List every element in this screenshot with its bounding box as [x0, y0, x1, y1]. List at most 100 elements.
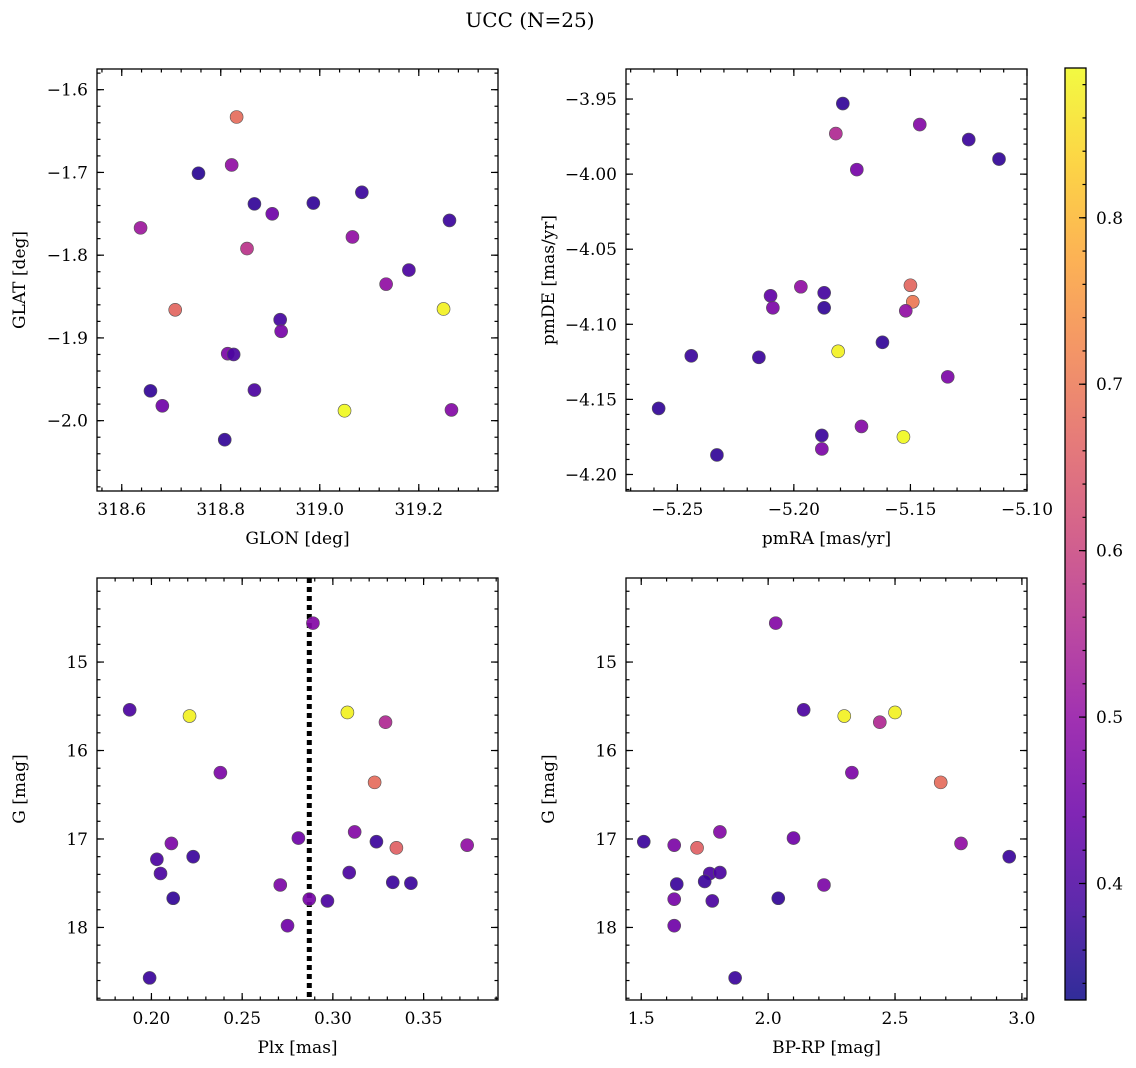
- scatter-point: [933, 775, 948, 790]
- scatter-point: [651, 401, 666, 416]
- y-tick-label: −2.0: [47, 412, 88, 432]
- scatter-point: [240, 241, 254, 256]
- scatter-point: [713, 825, 727, 839]
- plot-frame: [96, 577, 499, 1001]
- scatter-point: [436, 302, 451, 316]
- scatter-point: [166, 891, 181, 906]
- scatter-point: [229, 110, 244, 124]
- x-tick-label: 2.0: [755, 1009, 782, 1029]
- scatter-point: [912, 117, 927, 132]
- scatter-point: [444, 403, 459, 417]
- x-axis-label: Plx [mas]: [257, 1038, 337, 1058]
- scatter-point: [247, 383, 262, 397]
- scatter-point: [817, 300, 831, 315]
- scatter-point: [155, 398, 170, 413]
- y-tick-label: 17: [66, 830, 88, 850]
- scatter-point: [763, 288, 778, 303]
- scatter-point: [186, 849, 200, 864]
- x-tick-label: 3.0: [1008, 1009, 1035, 1029]
- scatter-point: [667, 838, 682, 852]
- scatter-point: [153, 866, 168, 881]
- scatter-point: [133, 221, 148, 235]
- scatter-point: [836, 96, 850, 111]
- x-tick-label: 0.20: [133, 1009, 171, 1029]
- scatter-point: [684, 349, 699, 363]
- y-tick-label: −1.8: [47, 246, 88, 266]
- scatter-point: [690, 841, 704, 855]
- scatter-point: [342, 865, 357, 880]
- scatter-point: [404, 876, 418, 891]
- scatter-point: [705, 894, 720, 908]
- figure-title: UCC (N=25): [465, 8, 594, 32]
- scatter-point: [898, 303, 913, 318]
- scatter-point: [768, 616, 783, 630]
- x-tick-label: 319.2: [394, 500, 443, 520]
- colorbar-tick-label: 0.4: [1096, 875, 1123, 895]
- scatter-point: [766, 300, 780, 315]
- scatter-point: [224, 158, 239, 172]
- scatter-point: [122, 703, 137, 717]
- scatter-point: [752, 350, 766, 365]
- x-tick-label: 0.35: [405, 1009, 443, 1029]
- scatter-point: [713, 865, 727, 880]
- scatter-point: [710, 448, 724, 462]
- scatter-point: [905, 294, 920, 309]
- scatter-point: [794, 279, 808, 294]
- scatter-point: [265, 207, 280, 221]
- scatter-point: [940, 370, 955, 384]
- scatter-point: [872, 715, 887, 730]
- scatter-point: [347, 825, 362, 839]
- colorbar-gradient: [1064, 67, 1087, 1001]
- scatter-point: [182, 709, 197, 723]
- scatter-point: [817, 878, 831, 892]
- y-axis-label: G [mag]: [539, 754, 559, 823]
- scatter-point: [213, 765, 228, 780]
- x-axis-label: BP-RP [mag]: [772, 1038, 881, 1058]
- scatter-point: [815, 442, 829, 456]
- x-tick-label: 1.5: [628, 1009, 655, 1029]
- x-tick-label: −5.10: [1001, 500, 1053, 520]
- scatter-point: [379, 277, 393, 291]
- scatter-point: [355, 185, 369, 200]
- scatter-point: [367, 775, 382, 790]
- colorbar: 0.4 0.5 0.6 0.7 0.8: [1064, 67, 1123, 1001]
- scatter-point: [831, 344, 845, 359]
- scatter-point: [273, 878, 288, 892]
- scatter-point: [385, 875, 400, 890]
- y-tick-label: −1.6: [47, 81, 88, 101]
- scatter-point: [667, 892, 682, 906]
- scatter-panel-1: 318.6 318.8 319.0 319.2 −1.6 −1.7 −1.8 −1.9 −2.0…: [10, 68, 499, 549]
- scatter-point: [150, 852, 164, 867]
- scatter-point: [954, 836, 968, 851]
- scatter-point: [961, 132, 976, 147]
- scatter-point: [191, 166, 206, 181]
- scatter-point: [340, 705, 355, 720]
- scatter-point: [992, 152, 1006, 166]
- plot-frame: [625, 577, 1028, 1001]
- y-tick-label: −4.00: [565, 165, 617, 185]
- scatter-point: [845, 765, 859, 780]
- scatter-point: [302, 892, 317, 906]
- scatter-point: [815, 428, 829, 443]
- scatter-point: [728, 971, 742, 985]
- scatter-point: [345, 230, 360, 244]
- plot-frame: [625, 68, 1028, 492]
- y-tick-label: 17: [595, 830, 617, 850]
- y-tick-label: 18: [595, 918, 617, 938]
- scatter-point: [636, 834, 651, 849]
- scatter-point: [320, 894, 335, 908]
- panels: 318.6 318.8 319.0 319.2 −1.6 −1.7 −1.8 −1.9 −2.0…: [10, 68, 1053, 1058]
- y-tick-label: −4.10: [565, 315, 617, 335]
- scatter-panel-3: 0.20 0.25 0.30 0.35 15 16 17 18 Plx [mas] G [mag]: [10, 577, 499, 1058]
- y-tick-label: 15: [595, 653, 617, 673]
- colorbar-tick-label: 0.5: [1096, 708, 1123, 728]
- scatter-point: [273, 312, 287, 327]
- x-tick-label: 318.6: [97, 500, 146, 520]
- scatter-point: [697, 874, 712, 889]
- x-tick-label: −5.15: [884, 500, 936, 520]
- scatter-point: [442, 213, 457, 228]
- scatter-point: [771, 891, 786, 906]
- y-tick-label: 16: [66, 742, 88, 762]
- y-axis-label: GLAT [deg]: [10, 231, 30, 329]
- y-tick-label: −1.7: [47, 163, 88, 183]
